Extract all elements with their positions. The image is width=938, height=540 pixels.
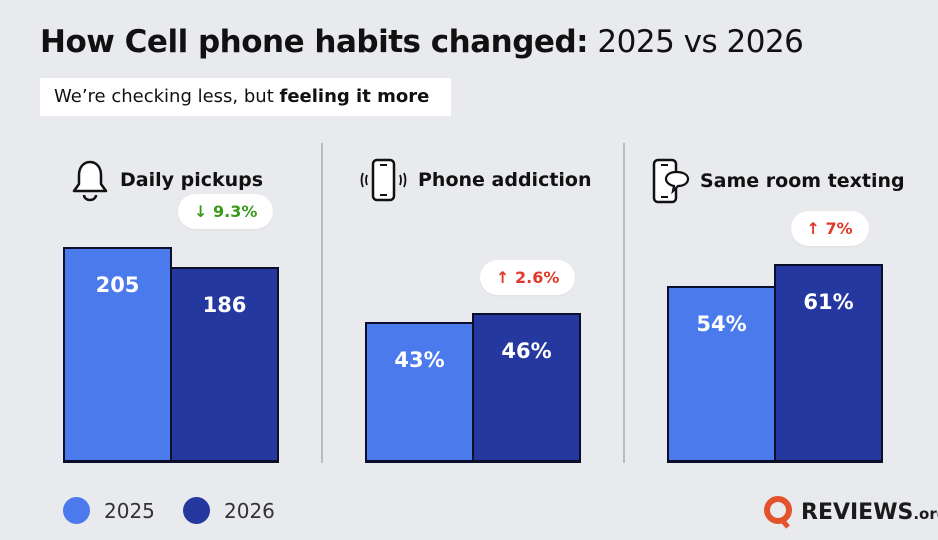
change-badge: ↑ 7%	[790, 210, 869, 246]
legend-item-2025: 2025	[63, 497, 155, 524]
reviews-q-logo-icon	[764, 496, 792, 529]
title-regular: 2025 vs 2026	[597, 24, 804, 60]
bar-2026: 46%	[472, 312, 581, 463]
subtitle-bold: feeling it more	[279, 86, 430, 107]
change-badge: ↑ 2.6%	[480, 259, 576, 295]
reviews-org-logo: REVIEWS.org	[763, 495, 938, 529]
bar-value-label: 54%	[696, 312, 747, 337]
phone-chat-icon	[652, 158, 690, 204]
panel-title: Same room texting	[700, 170, 905, 192]
logo-text: REVIEWS	[801, 499, 914, 525]
panel-header-phone-addiction: Phone addiction	[360, 158, 592, 202]
bell-icon	[72, 160, 108, 202]
bar-value-label: 186	[202, 292, 247, 317]
title-bold: How Cell phone habits changed:	[40, 24, 589, 60]
bar-2025: 54%	[667, 286, 776, 463]
bar-value-label: 46%	[501, 338, 552, 363]
bar-value-label: 61%	[803, 289, 854, 314]
legend-swatch	[63, 497, 90, 524]
vibrating-phone-icon	[360, 158, 407, 202]
bar-2025: 205	[63, 246, 172, 463]
bar-2025: 43%	[365, 322, 474, 463]
bar-2026: 186	[170, 266, 279, 463]
divider	[321, 143, 323, 463]
divider	[623, 143, 625, 463]
panel-header-same-room-texting: Same room texting	[652, 158, 905, 204]
change-badge: ↓ 9.3%	[178, 193, 274, 229]
legend-label: 2026	[224, 498, 275, 523]
bar-value-label: 205	[95, 272, 140, 297]
page-title: How Cell phone habits changed: 2025 vs 2…	[40, 24, 804, 60]
legend-swatch	[183, 497, 210, 524]
legend-label: 2025	[104, 498, 155, 523]
panel-header-daily-pickups: Daily pickups	[70, 158, 263, 202]
bar-value-label: 43%	[394, 348, 445, 373]
subtitle: We’re checking less, but feeling it more	[40, 78, 451, 116]
panel-title: Phone addiction	[418, 169, 592, 191]
panel-title: Daily pickups	[120, 169, 264, 191]
logo-suffix: .org	[913, 504, 938, 523]
legend-item-2026: 2026	[183, 497, 275, 524]
bar-2026: 61%	[774, 263, 883, 463]
subtitle-regular: We’re checking less, but	[54, 86, 280, 107]
